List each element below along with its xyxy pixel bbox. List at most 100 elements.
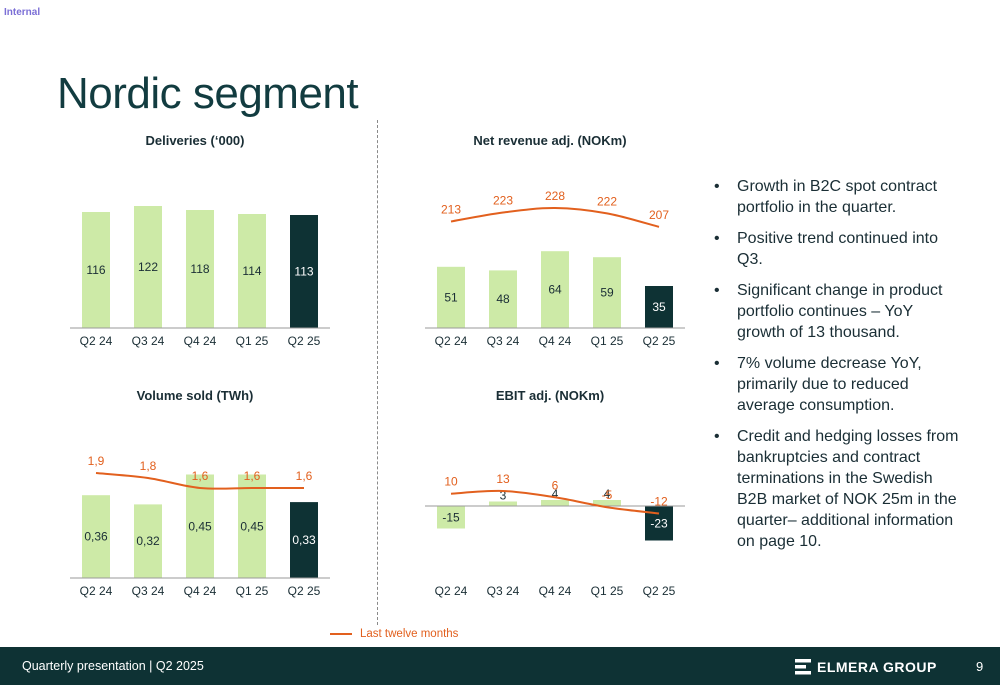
- bar-value-label: 4: [604, 487, 611, 501]
- bar: [290, 502, 318, 578]
- x-tick-label: Q3 24: [132, 584, 165, 598]
- bar: [82, 212, 110, 328]
- footer-text: Quarterly presentation | Q2 2025: [22, 659, 204, 673]
- bullet-item: Significant change in product portfolio …: [714, 280, 964, 343]
- bar: [593, 257, 621, 328]
- chart-title: Deliveries (‘000): [145, 133, 244, 148]
- bar-value-label: 59: [600, 286, 614, 300]
- legend-line-swatch: [330, 633, 352, 635]
- x-tick-label: Q4 24: [184, 334, 217, 348]
- ltm-value-label: 13: [496, 472, 510, 486]
- bullet-item: Positive trend continued into Q3.: [714, 228, 964, 270]
- deliveries-chart: Deliveries (‘000) 116 122 118 114 113 Q2 24 Q3 …: [70, 133, 330, 348]
- net-revenue-chart: Net revenue adj. (NOKm) 51 48 64 59 35 Q2 24 Q3…: [425, 133, 685, 348]
- ltm-value-label: 6: [552, 478, 559, 492]
- ltm-value-label: 223: [493, 194, 513, 208]
- bar: [437, 506, 465, 529]
- x-tick-label: Q4 24: [184, 584, 217, 598]
- ltm-value-label: 222: [597, 194, 617, 208]
- ltm-line: [450, 489, 660, 515]
- x-tick-label: Q3 24: [132, 334, 165, 348]
- page-number: 9: [976, 659, 984, 674]
- bar: [238, 474, 266, 578]
- bar-value-label: 48: [496, 292, 510, 306]
- ltm-line: [450, 206, 660, 228]
- bar: [238, 214, 266, 328]
- bar-value-label: 0,45: [240, 519, 264, 533]
- ltm-legend: Last twelve months: [330, 628, 458, 640]
- ltm-value-label: 1,8: [140, 459, 157, 473]
- bar-value-label: 122: [138, 260, 158, 274]
- bar: [437, 266, 465, 328]
- bar-value-label: 0,45: [188, 519, 212, 533]
- bar: [186, 474, 214, 578]
- ltm-value-label: -12: [650, 495, 668, 509]
- bar: [186, 210, 214, 328]
- bar-value-label: -23: [650, 516, 668, 530]
- x-tick-label: Q2 24: [80, 334, 113, 348]
- bar-value-label: 114: [242, 264, 261, 278]
- commentary-list: Growth in B2C spot contract portfolio in…: [714, 176, 964, 562]
- bar-value-label: 0,33: [292, 533, 316, 547]
- bullet-item: Credit and hedging losses from bankruptc…: [714, 426, 964, 552]
- x-tick-label: Q2 25: [643, 334, 676, 348]
- x-tick-label: Q1 25: [591, 334, 624, 348]
- ltm-line: [95, 472, 304, 490]
- bar-value-label: 64: [548, 283, 562, 297]
- bar-value-label: 0,32: [136, 534, 160, 548]
- bar: [541, 500, 569, 506]
- x-tick-label: Q2 25: [288, 334, 321, 348]
- bar-value-label: 0,36: [84, 530, 108, 544]
- x-tick-label: Q1 25: [591, 584, 624, 598]
- internal-label: Internal: [4, 7, 41, 18]
- ltm-value-label: 10: [444, 475, 458, 489]
- chart-title: Net revenue adj. (NOKm): [473, 133, 626, 148]
- x-tick-label: Q2 25: [288, 584, 321, 598]
- chart-title: EBIT adj. (NOKm): [496, 388, 604, 403]
- bar: [82, 495, 110, 578]
- ebit-chart: EBIT adj. (NOKm) -15 3 4 4 -23 Q2 24 Q3 24 Q4 24…: [425, 388, 685, 598]
- ltm-value-label: -5: [602, 488, 613, 502]
- chart-divider: [377, 120, 378, 625]
- bar: [645, 286, 673, 328]
- x-tick-label: Q3 24: [487, 584, 520, 598]
- volume-sold-chart: Volume sold (TWh) 0,36 0,32 0,45 0,45 0,33 Q2 …: [70, 388, 330, 598]
- ltm-value-label: 1,6: [244, 469, 261, 483]
- bar-value-label: 4: [552, 487, 559, 501]
- bar: [541, 251, 569, 328]
- chart-title: Volume sold (TWh): [137, 388, 254, 403]
- page-title: Nordic segment: [57, 69, 359, 119]
- bar: [134, 504, 162, 578]
- x-tick-label: Q2 24: [80, 584, 113, 598]
- x-tick-label: Q1 25: [236, 584, 269, 598]
- bullet-item: Growth in B2C spot contract portfolio in…: [714, 176, 964, 218]
- bar-value-label: 3: [500, 489, 507, 503]
- ltm-value-label: 1,9: [88, 454, 105, 468]
- x-tick-label: Q1 25: [236, 334, 269, 348]
- bar-value-label: 113: [294, 265, 313, 279]
- ltm-value-label: 228: [545, 189, 565, 203]
- company-logo: ELMERA GROUP: [795, 658, 937, 676]
- x-tick-label: Q3 24: [487, 334, 520, 348]
- bar-value-label: 118: [190, 262, 209, 276]
- bar: [134, 206, 162, 328]
- x-tick-label: Q2 25: [643, 584, 676, 598]
- bar: [290, 215, 318, 328]
- ltm-value-label: 213: [441, 203, 461, 217]
- x-tick-label: Q4 24: [539, 334, 572, 348]
- x-tick-label: Q2 24: [435, 584, 468, 598]
- x-tick-label: Q2 24: [435, 334, 468, 348]
- logo-text: ELMERA GROUP: [817, 659, 937, 675]
- bar: [489, 270, 517, 328]
- bar-value-label: 116: [86, 263, 105, 277]
- x-tick-label: Q4 24: [539, 584, 572, 598]
- bar: [489, 501, 517, 506]
- ltm-value-label: 1,6: [296, 469, 313, 483]
- bar-value-label: -15: [442, 510, 460, 524]
- elmera-logo-icon: [795, 659, 811, 675]
- ltm-value-label: 1,6: [192, 469, 209, 483]
- bullet-item: 7% volume decrease YoY, primarily due to…: [714, 353, 964, 416]
- bar-value-label: 51: [444, 290, 458, 304]
- bar: [593, 500, 621, 506]
- legend-label: Last twelve months: [360, 628, 459, 640]
